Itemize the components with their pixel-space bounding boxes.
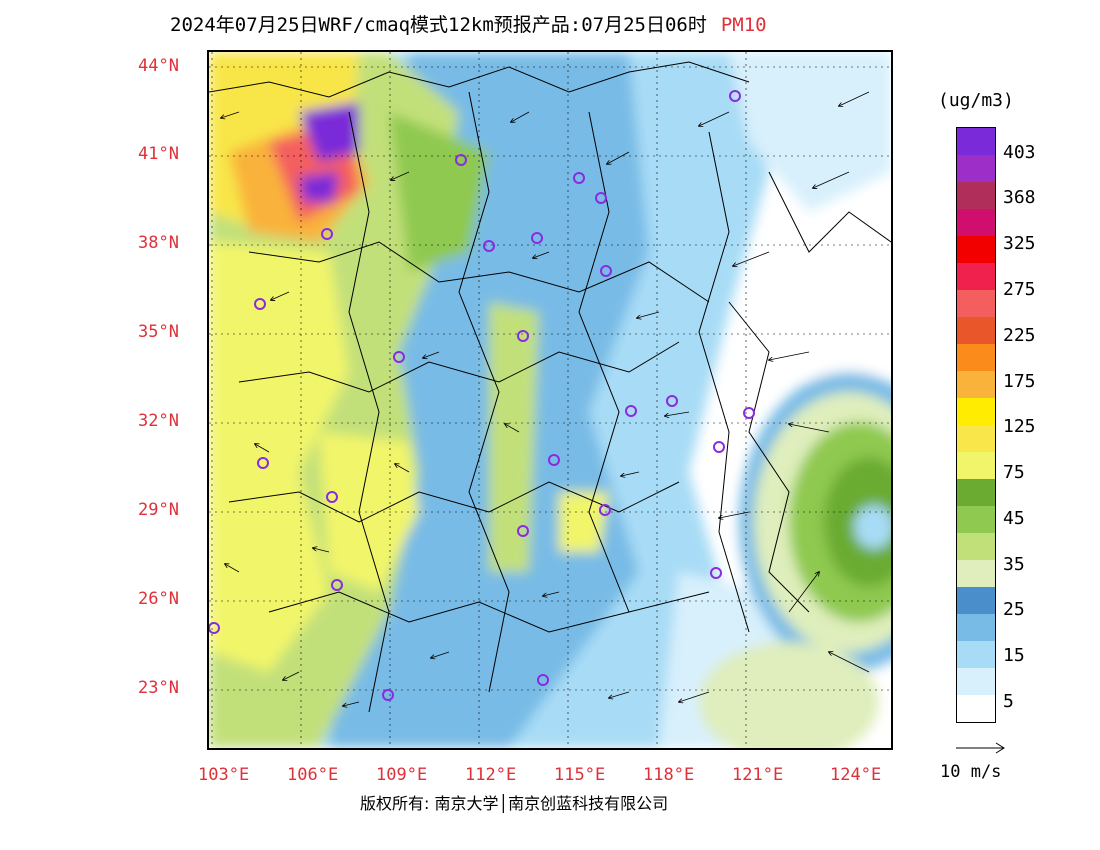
colorbar-segment (957, 263, 995, 290)
colorbar-segment (957, 641, 995, 668)
lat-label-44: 44°N (138, 56, 179, 76)
colorbar-segment (957, 695, 995, 722)
lon-label-118: 118°E (643, 765, 695, 785)
legend-label-15: 15 (1003, 645, 1025, 666)
station-markers (209, 90, 755, 701)
lat-label-26: 26°N (138, 589, 179, 609)
lon-label-124: 124°E (830, 765, 882, 785)
map-title: 2024年07月25日WRF/cmaq模式12km预报产品:07月25日06时 P… (170, 10, 767, 37)
legend-label-325: 325 (1003, 233, 1036, 254)
legend-label-368: 368 (1003, 187, 1036, 208)
colorbar-segment (957, 182, 995, 209)
lat-label-41: 41°N (138, 144, 179, 164)
wind-vectors (221, 91, 870, 706)
colorbar-segment (957, 533, 995, 560)
title-text: 2024年07月25日WRF/cmaq模式12km预报产品:07月25日06时 (170, 14, 707, 36)
colorbar-segment (957, 290, 995, 317)
legend-unit: (ug/m3) (938, 90, 1014, 111)
legend-label-225: 225 (1003, 325, 1036, 346)
lat-label-38: 38°N (138, 233, 179, 253)
boundaries (209, 61, 891, 713)
legend-label-35: 35 (1003, 554, 1025, 575)
lat-label-32: 32°N (138, 411, 179, 431)
lon-label-109: 109°E (376, 765, 428, 785)
lon-label-106: 106°E (287, 765, 339, 785)
colorbar-segment (957, 506, 995, 533)
lat-label-23: 23°N (138, 678, 179, 698)
colorbar-segment (957, 155, 995, 182)
legend-label-403: 403 (1003, 142, 1036, 163)
legend-label-5: 5 (1003, 691, 1014, 712)
colorbar-segment (957, 587, 995, 614)
colorbar-segment (957, 614, 995, 641)
wind-reference-label: 10 m/s (940, 762, 1002, 782)
lon-label-121: 121°E (732, 765, 784, 785)
lon-label-112: 112°E (465, 765, 517, 785)
colorbar-segment (957, 668, 995, 695)
wind-reference-arrow (956, 742, 1005, 754)
legend-label-175: 175 (1003, 371, 1036, 392)
legend-label-45: 45 (1003, 508, 1025, 529)
legend-label-125: 125 (1003, 416, 1036, 437)
colorbar-segment (957, 236, 995, 263)
colorbar-segment (957, 425, 995, 452)
legend-label-75: 75 (1003, 462, 1025, 483)
lon-label-103: 103°E (198, 765, 250, 785)
colorbar-segment (957, 479, 995, 506)
legend-label-275: 275 (1003, 279, 1036, 300)
colorbar-segment (957, 452, 995, 479)
colorbar-segment (957, 128, 995, 155)
graticule (209, 52, 891, 748)
colorbar-segment (957, 398, 995, 425)
colorbar-segment (957, 317, 995, 344)
colorbar-segment (957, 371, 995, 398)
map-canvas (209, 52, 891, 748)
copyright: 版权所有: 南京大学│南京创蓝科技有限公司 (360, 794, 669, 813)
lat-label-29: 29°N (138, 500, 179, 520)
colorbar (956, 127, 996, 723)
pollutant-label: PM10 (720, 14, 767, 36)
concentration-field (209, 52, 891, 748)
pm10-map (207, 50, 893, 750)
lat-label-35: 35°N (138, 322, 179, 342)
colorbar-segment (957, 344, 995, 371)
lon-label-115: 115°E (554, 765, 606, 785)
colorbar-segment (957, 209, 995, 236)
colorbar-segment (957, 560, 995, 587)
legend-label-25: 25 (1003, 599, 1025, 620)
